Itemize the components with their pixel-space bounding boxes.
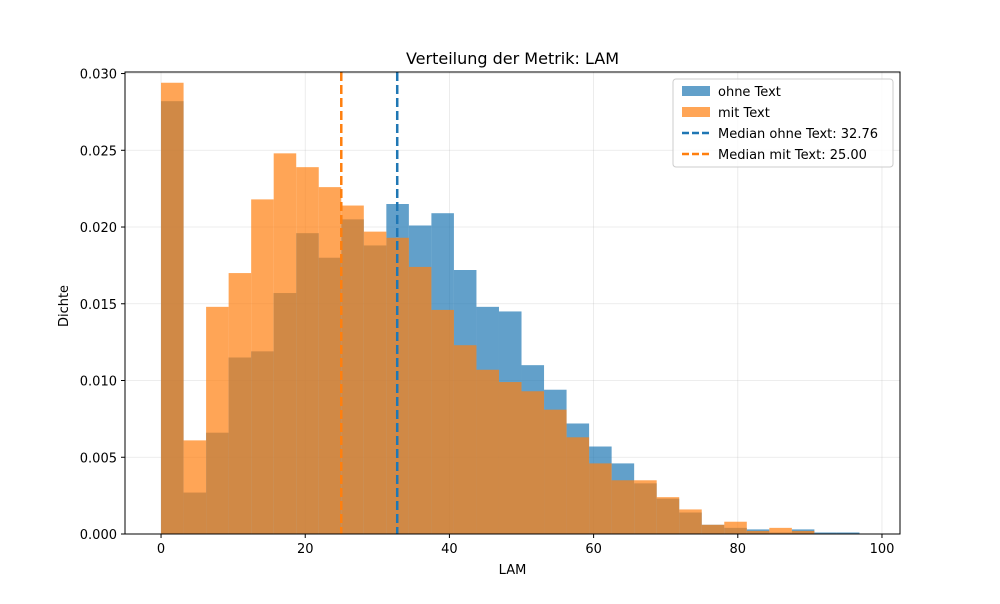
histogram-bar (679, 509, 702, 534)
histogram-bar (296, 167, 319, 535)
x-tick-label: 80 (730, 542, 747, 557)
histogram-bar (453, 345, 477, 534)
histogram-bar (814, 532, 837, 534)
histogram-bar (498, 382, 522, 534)
histogram-bar (544, 409, 567, 534)
histogram-bar (318, 187, 342, 534)
legend: ohne Text mit Text Median ohne Text: 32.76… (672, 78, 894, 168)
x-tick-label: 100 (870, 542, 895, 557)
y-tick-label: 0.030 (80, 68, 117, 83)
y-tick-label: 0.010 (80, 375, 117, 390)
axis-ticks: 0 20 40 60 80 100 0.000 0.005 0.010 0.015 0.020 0.0… (80, 68, 895, 557)
histogram-bar (408, 266, 432, 534)
histogram-bar (206, 306, 229, 534)
histogram-bar (746, 530, 770, 534)
histogram-bar (769, 527, 792, 534)
y-tick-label: 0.015 (80, 298, 117, 313)
x-tick-label: 20 (297, 542, 314, 557)
histogram-bar (363, 231, 387, 534)
histogram-bar (431, 309, 454, 534)
histogram-bar (701, 524, 725, 534)
histogram-bar (611, 480, 635, 534)
chart-title: Verteilung der Metrik: LAM (406, 49, 619, 68)
histogram-bar (273, 153, 297, 535)
histogram-bar (836, 532, 860, 534)
y-tick-label: 0.000 (80, 528, 117, 543)
histogram-bar (183, 440, 207, 534)
x-tick-label: 40 (441, 542, 458, 557)
bars (161, 82, 860, 535)
histogram-bar (656, 497, 680, 534)
histogram-bar (521, 391, 545, 534)
histogram-bar (341, 205, 364, 534)
y-tick-label: 0.020 (80, 221, 117, 236)
y-tick-label: 0.025 (80, 144, 117, 159)
x-tick-label: 60 (585, 542, 602, 557)
histogram-bar (228, 273, 252, 534)
median-lines (340, 72, 399, 534)
series-1-bars (161, 82, 815, 535)
legend-label: ohne Text (718, 85, 781, 100)
legend-label: mit Text (718, 106, 770, 121)
histogram-bar (161, 82, 184, 534)
histogram-bar (251, 199, 274, 534)
histogram-bar (634, 480, 657, 534)
plot-frame (124, 71, 901, 535)
histogram-bar (791, 530, 815, 534)
legend-label: Median mit Text: 25.00 (718, 148, 867, 163)
histogram-bar (724, 521, 747, 534)
y-tick-label: 0.005 (80, 451, 117, 466)
histogram-bar (476, 369, 499, 534)
y-axis-title: Dichte (57, 285, 72, 327)
legend-label: Median ohne Text: 32.76 (718, 127, 878, 142)
histogram-bar (566, 437, 590, 534)
x-tick-label: 0 (157, 542, 165, 557)
legend-swatch (682, 107, 710, 117)
legend-box (672, 78, 894, 168)
legend-swatch (682, 86, 710, 96)
x-axis-title: LAM (499, 563, 527, 578)
histogram-bar (589, 463, 612, 534)
